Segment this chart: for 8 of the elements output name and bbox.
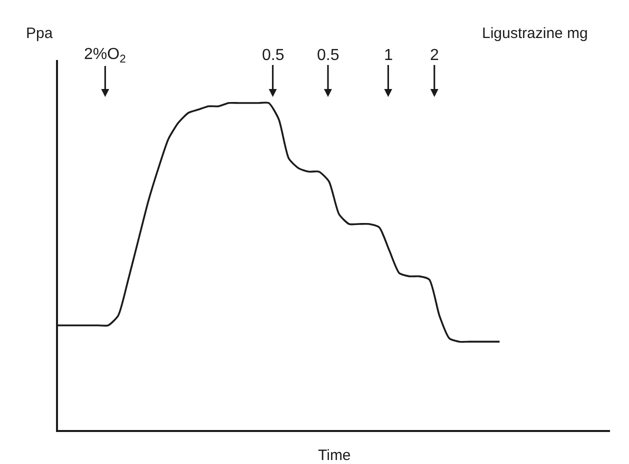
y-axis-title: Ppa <box>26 25 54 42</box>
text: Ligustrazine mg <box>482 25 588 42</box>
text: 1 <box>384 47 393 64</box>
text: 0.5 <box>317 47 340 64</box>
text: 2 <box>430 47 439 64</box>
text: 2%O$_{2}$ <box>84 46 126 66</box>
text: 0.5 <box>262 47 284 64</box>
x-axis-title: Time <box>318 447 351 464</box>
